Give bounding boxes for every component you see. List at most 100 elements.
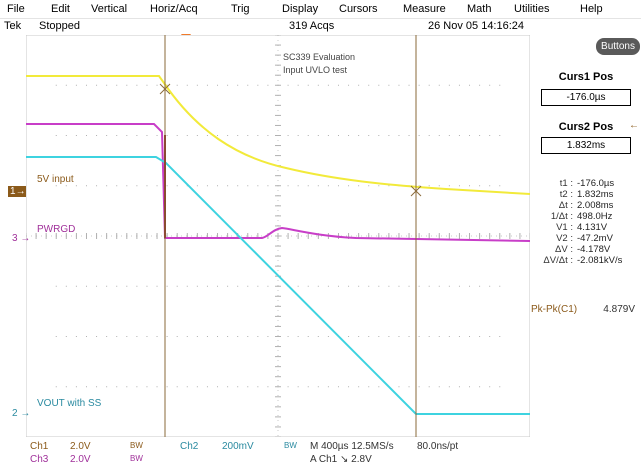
grid-dot (106, 135, 108, 136)
grid-dot (479, 336, 481, 337)
grid-dot (448, 84, 450, 86)
grid-dot (368, 285, 370, 287)
grid-dot (247, 84, 249, 86)
grid-dot (247, 285, 249, 287)
grid-dot (358, 336, 360, 337)
grid-dot (428, 285, 430, 287)
grid-dot (116, 386, 118, 388)
pkpk-value: 4.879V (603, 304, 635, 315)
grid-dot (176, 336, 178, 337)
grid-dot (408, 285, 410, 287)
ch1-reference-tag[interactable]: 1→ (8, 186, 26, 197)
grid-dot (55, 285, 57, 287)
grid-dot (438, 285, 440, 287)
ch1-scale[interactable]: 2.0V (70, 441, 91, 452)
grid-dot (337, 84, 339, 86)
grid-dot (489, 84, 491, 86)
ch2-reference-tag[interactable]: 2 → (12, 408, 31, 419)
grid-dot (146, 336, 148, 337)
grid-dot (398, 386, 400, 388)
ch3-scale[interactable]: 2.0V (70, 454, 91, 465)
grid-dot (75, 185, 77, 187)
menu-measure[interactable]: Measure (403, 3, 446, 15)
grid-dot (499, 84, 501, 86)
ch3-reference-tag[interactable]: 3 → (12, 233, 31, 244)
grid-dot (327, 285, 329, 287)
ch3-label: PWRGD (37, 224, 76, 235)
grid-dot (96, 336, 98, 337)
menu-cursors[interactable]: Cursors (339, 3, 378, 15)
grid-dot (267, 185, 269, 187)
grid-dot (206, 386, 208, 388)
grid-dot (348, 185, 350, 187)
grid-dot (65, 84, 67, 86)
menu-horiz-acq[interactable]: Horiz/Acq (150, 3, 198, 15)
grid-dot (297, 285, 299, 287)
grid-dot (489, 285, 491, 287)
cursor-panel: Buttons Curs1 Pos -176.0µs Curs2 Pos 1.8… (531, 35, 641, 437)
grid-dot (267, 135, 269, 136)
trigger-readout[interactable]: A Ch1 ↘ 2.8V (310, 454, 372, 465)
grid-dot (479, 84, 481, 86)
readout-row: V1 :4.131V (556, 222, 608, 233)
grid-dot (156, 185, 158, 187)
cursor1-marker (159, 83, 171, 95)
menu-edit[interactable]: Edit (51, 3, 70, 15)
grid-dot (428, 185, 430, 187)
grid-dot (438, 386, 440, 388)
ch3-name[interactable]: Ch3 (30, 454, 49, 465)
ch2-scale[interactable]: 200mV (222, 441, 254, 452)
grid-dot (388, 135, 390, 136)
grid-dot (85, 135, 87, 136)
menu-math[interactable]: Math (467, 3, 492, 15)
menu-file[interactable]: File (7, 3, 25, 15)
grid-dot (75, 336, 77, 337)
grid-dot (297, 135, 299, 136)
grid-dot (156, 135, 158, 136)
grid-dot (297, 185, 299, 187)
grid-dot (368, 135, 370, 136)
grid-dot (206, 336, 208, 337)
curs2-pos-field[interactable]: 1.832ms (541, 137, 631, 154)
buttons-button[interactable]: Buttons (596, 38, 640, 55)
menu-vertical[interactable]: Vertical (91, 3, 128, 15)
grid-dot (217, 135, 219, 136)
grid-dot (96, 285, 98, 287)
grid-dot (156, 386, 158, 388)
grid-dot (368, 84, 370, 86)
menu-display[interactable]: Display (282, 3, 319, 15)
grid-dot (196, 84, 198, 86)
grid-dot (418, 336, 420, 337)
waveform-display[interactable]: SC339 Evaluation Input UVLO test (26, 35, 530, 437)
grid-dot (287, 135, 289, 136)
menu-help[interactable]: Help (580, 3, 603, 15)
ch1-name[interactable]: Ch1 (30, 441, 49, 452)
grid-dot (499, 285, 501, 287)
grid-dot (327, 185, 329, 187)
grid-dot (287, 185, 289, 187)
readout-row: V2 : -47.2mV (556, 233, 613, 244)
grid-dot (196, 185, 198, 187)
curs1-pos-field[interactable]: -176.0µs (541, 89, 631, 106)
grid-dot (156, 84, 158, 86)
readout-row: t2 :1.832ms (559, 189, 614, 200)
grid-dot (217, 386, 219, 388)
grid-dot (126, 386, 128, 388)
date-time: 26 Nov 05 14:16:24 (428, 20, 525, 32)
menu-trig[interactable]: Trig (231, 3, 250, 15)
grid-dot (317, 185, 319, 187)
grid-dot (348, 285, 350, 287)
grid-dot (358, 386, 360, 388)
grid-dot (408, 84, 410, 86)
ch2-name[interactable]: Ch2 (180, 441, 199, 452)
menu-utilities[interactable]: Utilities (514, 3, 550, 15)
grid-dot (378, 285, 380, 287)
acq-state: Stopped (39, 20, 80, 32)
grid-dot (398, 285, 400, 287)
grid-dot (85, 84, 87, 86)
grid-dot (116, 185, 118, 187)
grid-dot (247, 185, 249, 187)
grid-dot (85, 285, 87, 287)
grid-dot (257, 84, 259, 86)
timebase-readout[interactable]: M 400µs 12.5MS/s (310, 441, 394, 452)
